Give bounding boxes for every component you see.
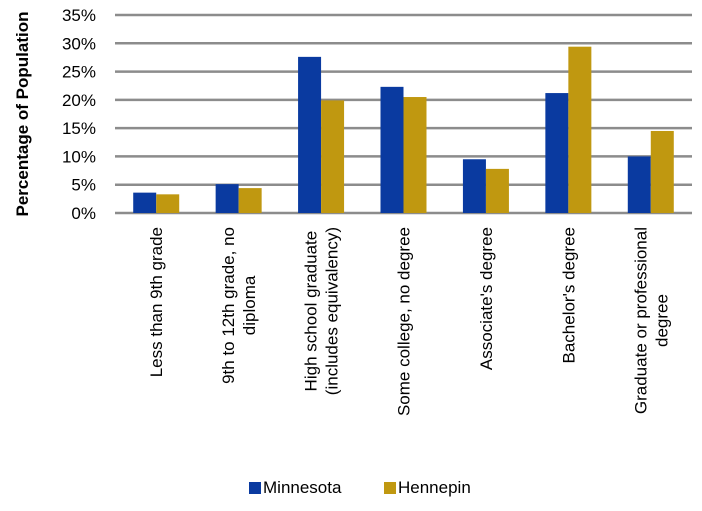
x-category-label: Some college, no degree [395,227,414,416]
y-tick-label: 0% [71,204,96,223]
x-category-label-line: Some college, no degree [395,227,414,416]
bar-minnesota-0 [133,192,157,213]
x-category-label-line: diploma [240,275,259,335]
y-axis-ticks: 0% 5% 10% 15% 20% 25% 30% 35% [62,6,96,223]
x-category-label-line: degree [652,294,671,347]
y-tick-label: 30% [62,34,96,53]
y-tick-label: 10% [62,147,96,166]
x-category-label-line: Less than 9th grade [147,227,166,377]
bar-hennepin-4 [485,168,509,213]
x-axis-labels: Less than 9th grade 9th to 12th grade, no… [147,227,671,416]
bar-minnesota-1 [215,184,239,213]
legend: Minnesota Hennepin [249,478,471,497]
x-category-label-line: (includes equivalency) [323,227,342,395]
x-category-label: High school graduate (includes equivalenc… [302,227,342,395]
x-category-label: Graduate or professional degree [631,227,671,414]
bar-hennepin-2 [321,100,345,213]
y-tick-label: 5% [71,176,96,195]
x-category-label-line: 9th to 12th grade, no [219,227,238,384]
legend-swatch-minnesota [249,482,261,494]
x-category-label-line: High school graduate [302,231,321,392]
x-category-label-line: Associate's degree [477,227,496,370]
bar-hennepin-1 [238,188,262,213]
bar-hennepin-3 [403,97,427,213]
bar-minnesota-6 [627,156,651,213]
bar-hennepin-0 [156,194,180,213]
bars [133,46,674,214]
x-category-label: Less than 9th grade [147,227,166,377]
x-category-label-line: Graduate or professional [631,227,650,414]
legend-swatch-hennepin [384,482,396,494]
bar-hennepin-5 [568,46,592,214]
bar-minnesota-4 [462,159,486,213]
y-tick-label: 20% [62,91,96,110]
bar-minnesota-3 [380,86,404,213]
x-category-label: Bachelor's degree [559,227,578,364]
x-category-label: Associate's degree [477,227,496,370]
legend-label: Minnesota [263,478,342,497]
y-tick-label: 25% [62,63,96,82]
x-category-label: 9th to 12th grade, no diploma [219,227,259,384]
legend-label: Hennepin [398,478,471,497]
y-axis-title: Percentage of Population [13,12,32,217]
bar-minnesota-5 [545,93,569,213]
y-tick-label: 35% [62,6,96,25]
bar-minnesota-2 [298,56,322,214]
bar-hennepin-6 [650,130,674,213]
y-tick-label: 15% [62,119,96,138]
x-category-label-line: Bachelor's degree [559,227,578,364]
